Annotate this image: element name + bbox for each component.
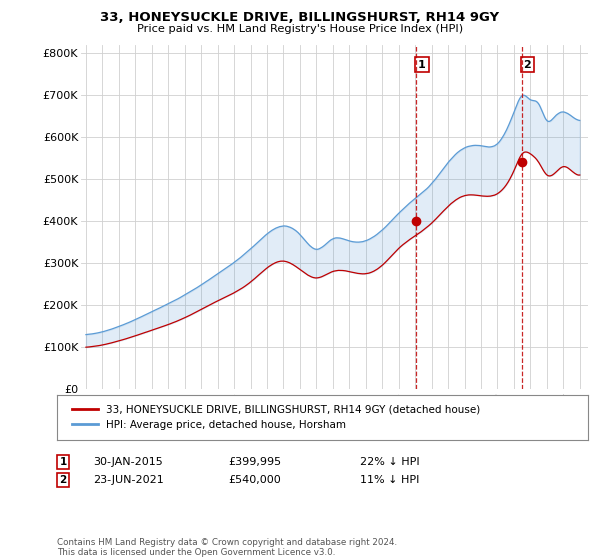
Text: 11% ↓ HPI: 11% ↓ HPI xyxy=(360,475,419,485)
Legend: 33, HONEYSUCKLE DRIVE, BILLINGSHURST, RH14 9GY (detached house), HPI: Average pr: 33, HONEYSUCKLE DRIVE, BILLINGSHURST, RH… xyxy=(68,400,484,434)
Text: 1: 1 xyxy=(418,59,426,69)
Text: 22% ↓ HPI: 22% ↓ HPI xyxy=(360,457,419,467)
Text: £540,000: £540,000 xyxy=(228,475,281,485)
Text: 33, HONEYSUCKLE DRIVE, BILLINGSHURST, RH14 9GY: 33, HONEYSUCKLE DRIVE, BILLINGSHURST, RH… xyxy=(100,11,500,24)
Text: £399,995: £399,995 xyxy=(228,457,281,467)
Text: Contains HM Land Registry data © Crown copyright and database right 2024.
This d: Contains HM Land Registry data © Crown c… xyxy=(57,538,397,557)
Text: 23-JUN-2021: 23-JUN-2021 xyxy=(93,475,164,485)
Text: Price paid vs. HM Land Registry's House Price Index (HPI): Price paid vs. HM Land Registry's House … xyxy=(137,24,463,34)
Text: 30-JAN-2015: 30-JAN-2015 xyxy=(93,457,163,467)
Text: 2: 2 xyxy=(59,475,67,485)
Text: 1: 1 xyxy=(59,457,67,467)
Text: 2: 2 xyxy=(523,59,531,69)
